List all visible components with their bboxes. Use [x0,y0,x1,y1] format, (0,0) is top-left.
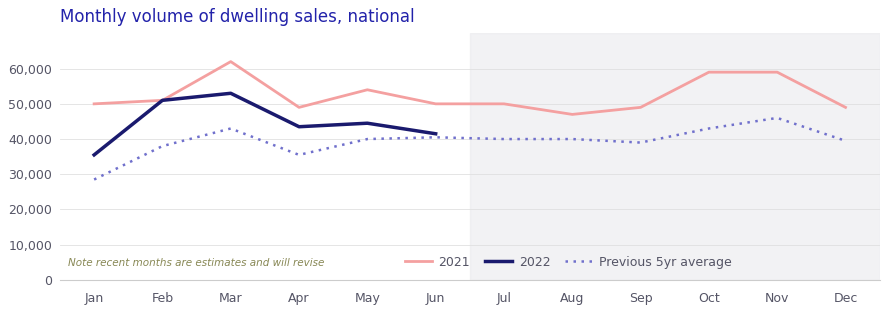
2021 [499,102,510,106]
Text: Note recent months are estimates and will revise: Note recent months are estimates and wil… [68,258,324,268]
2021 [157,99,168,102]
Previous 5yr average [157,144,168,148]
Previous 5yr average [840,139,851,143]
Line: 2021: 2021 [94,62,845,115]
Previous 5yr average [226,127,236,131]
2021 [362,88,373,92]
2021 [840,105,851,109]
Previous 5yr average [772,116,782,120]
Previous 5yr average [499,137,510,141]
2021 [89,102,99,106]
2022 [431,132,441,136]
2022 [362,121,373,125]
2021 [431,102,441,106]
2022 [294,125,305,129]
Legend: 2021, 2022, Previous 5yr average: 2021, 2022, Previous 5yr average [405,256,732,269]
2021 [635,105,646,109]
2021 [294,105,305,109]
2021 [772,70,782,74]
Line: 2022: 2022 [94,93,436,155]
2022 [226,91,236,95]
Previous 5yr average [635,141,646,145]
2022 [157,99,168,102]
Previous 5yr average [89,178,99,182]
2021 [567,113,577,116]
Text: Monthly volume of dwelling sales, national: Monthly volume of dwelling sales, nation… [60,8,415,26]
Previous 5yr average [567,137,577,141]
Line: Previous 5yr average: Previous 5yr average [94,118,845,180]
2021 [226,60,236,64]
Previous 5yr average [431,136,441,139]
Previous 5yr average [703,127,714,131]
Previous 5yr average [294,153,305,157]
2022 [89,153,99,157]
Previous 5yr average [362,137,373,141]
2021 [703,70,714,74]
Bar [470,33,880,280]
